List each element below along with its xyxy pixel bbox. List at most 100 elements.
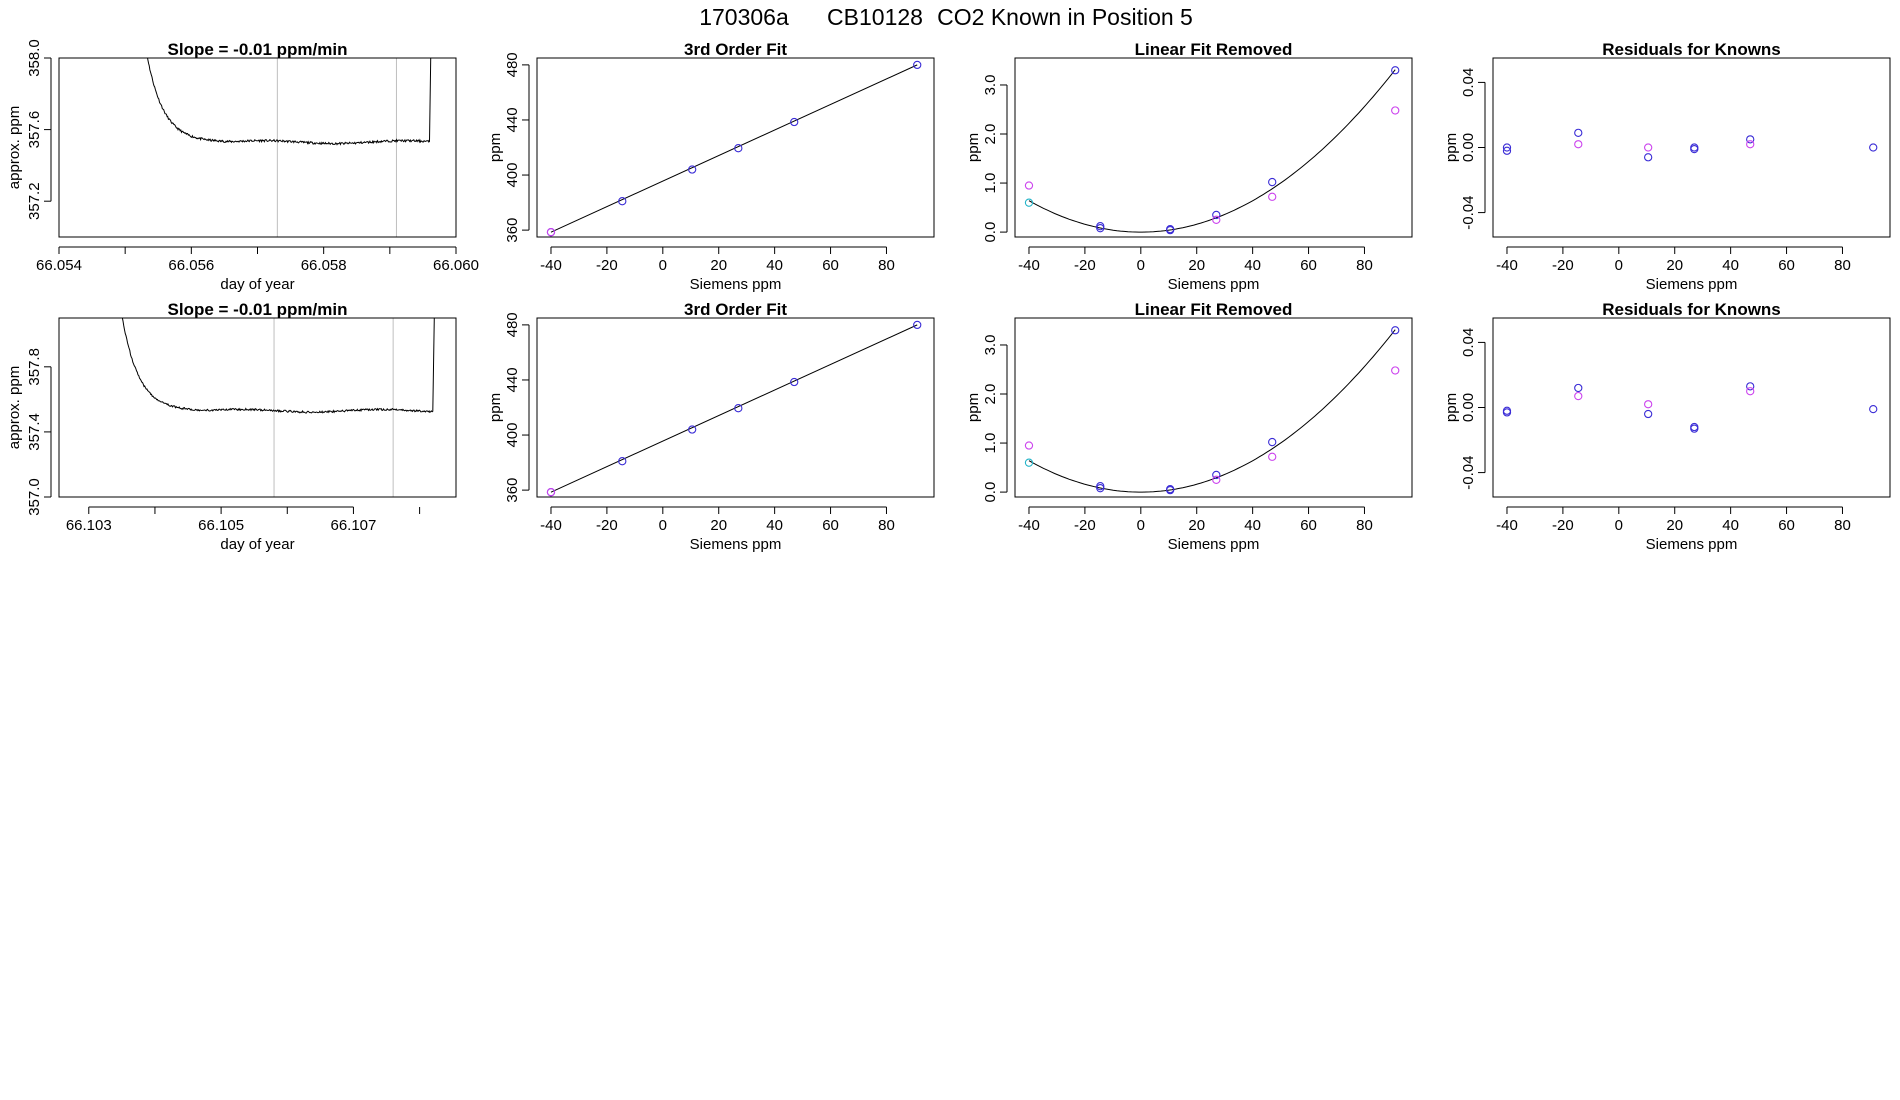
y-tick-label: 357.4 [26, 413, 43, 451]
x-tick-label: 0 [1615, 517, 1623, 534]
x-axis-label: Siemens ppm [690, 276, 782, 293]
panel-title: Residuals for Knowns [1602, 40, 1781, 59]
data-point-blue [1166, 485, 1175, 495]
data-point-blue [1690, 143, 1699, 152]
panel-title: Residuals for Knowns [1602, 300, 1781, 319]
x-tick-label: 60 [822, 257, 839, 274]
plot-area [1024, 66, 1400, 235]
fit-line [550, 324, 918, 493]
y-tick-label: 440 [504, 107, 521, 132]
data-point-blue [1690, 422, 1699, 432]
plot-area [147, 58, 432, 146]
x-tick-label: -20 [1074, 517, 1096, 534]
y-tick-label: 0.00 [1460, 133, 1477, 162]
x-tick-label: 0 [1137, 257, 1145, 274]
x-tick-label: -40 [1018, 257, 1040, 274]
x-tick-label: 66.105 [198, 517, 244, 534]
data-point-blue [688, 425, 697, 434]
data-point-blue [1166, 225, 1175, 235]
x-tick-label: 80 [1356, 257, 1373, 274]
x-tick-label: -40 [1018, 517, 1040, 534]
plot-frame [58, 57, 457, 238]
x-tick-label: 40 [1244, 517, 1261, 534]
x-tick-label: 20 [1188, 257, 1205, 274]
y-tick-label: 3.0 [982, 75, 999, 96]
data-point-blue [790, 377, 799, 387]
data-point-magenta [1746, 387, 1755, 396]
y-tick-label: -0.04 [1460, 455, 1477, 489]
x-tick-label: 60 [1300, 517, 1317, 534]
data-point-magenta [1212, 215, 1221, 224]
x-tick-label: 40 [766, 257, 783, 274]
y-axis-label: ppm [487, 133, 504, 162]
plot-area [546, 60, 922, 237]
x-tick-label: -20 [596, 517, 618, 534]
x-tick-label: -20 [596, 257, 618, 274]
plot-frame [1492, 57, 1891, 238]
data-point-magenta [1391, 106, 1400, 115]
panel-title: 3rd Order Fit [684, 300, 787, 319]
y-tick-label: 357.6 [26, 111, 43, 149]
data-point-blue [1212, 210, 1221, 220]
data-point-magenta [1644, 400, 1653, 409]
tank-id: CB10128 [827, 4, 923, 30]
y-tick-label: -0.04 [1460, 195, 1477, 229]
plot-area [546, 320, 922, 497]
data-point-magenta [1268, 192, 1277, 201]
run-id: 170306a [699, 4, 789, 30]
data-point-blue [1502, 143, 1512, 152]
panel-3: Linear Fit Removed -40 -20 0 20 40 60 80 Siemens… [965, 40, 1413, 293]
data-point-blue [1869, 143, 1878, 152]
x-tick-label: 0 [659, 257, 667, 274]
data-point-magenta [1391, 366, 1400, 375]
plot-frame [536, 57, 935, 238]
x-tick-label: -40 [1496, 517, 1518, 534]
data-point-blue [1391, 66, 1400, 75]
data-point-blue [913, 320, 922, 330]
y-axis-label: ppm [965, 393, 982, 422]
data-point-blue [1212, 470, 1221, 480]
x-tick-label: 80 [878, 257, 895, 274]
data-point-blue [1096, 484, 1105, 493]
panel-title: Slope = -0.01 ppm/min [168, 300, 348, 319]
data-point-magenta [1574, 391, 1583, 401]
x-tick-label: 40 [766, 517, 783, 534]
data-point-magenta [1268, 452, 1277, 461]
plot-area [1502, 382, 1878, 433]
panel-8: Residuals for Knowns -40 -20 0 20 40 60 80 Sieme… [1443, 300, 1891, 553]
panels: Slope = -0.01 ppm/min 66.054 66.056 66.058 6… [6, 39, 1891, 553]
data-point-cyan [1024, 198, 1034, 207]
x-tick-label: 66.054 [36, 257, 82, 274]
data-point-blue [1502, 146, 1512, 155]
data-point-blue [688, 165, 697, 174]
data-point-blue [790, 117, 799, 127]
x-tick-label: -40 [1496, 257, 1518, 274]
y-tick-label: 360 [504, 218, 521, 243]
fit-curve [1028, 69, 1396, 233]
data-point-magenta [1024, 441, 1034, 450]
y-axis-label: ppm [1443, 393, 1460, 422]
x-tick-label: 0 [659, 517, 667, 534]
y-tick-label: 400 [504, 423, 521, 448]
x-tick-label: 20 [710, 257, 727, 274]
x-tick-label: 40 [1722, 257, 1739, 274]
y-tick-label: 1.0 [982, 433, 999, 454]
data-point-blue [1574, 128, 1583, 138]
panel-title: Linear Fit Removed [1135, 40, 1293, 59]
panel-1: Slope = -0.01 ppm/min 66.054 66.056 66.058 6… [6, 39, 479, 293]
x-tick-label: -40 [540, 257, 562, 274]
x-axis-label: Siemens ppm [1646, 536, 1738, 553]
data-point-blue [913, 60, 922, 70]
y-tick-label: 1.0 [982, 173, 999, 194]
plot-frame [1014, 317, 1413, 498]
data-point-magenta [1024, 181, 1034, 190]
panel-title: Slope = -0.01 ppm/min [168, 40, 348, 59]
x-tick-label: 20 [1666, 517, 1683, 534]
y-tick-label: 0.04 [1460, 328, 1477, 357]
data-point-blue [1746, 135, 1755, 144]
x-tick-label: 66.056 [168, 257, 214, 274]
data-point-magenta [546, 488, 556, 497]
y-tick-label: 2.0 [982, 384, 999, 405]
plot-frame [1014, 57, 1413, 238]
